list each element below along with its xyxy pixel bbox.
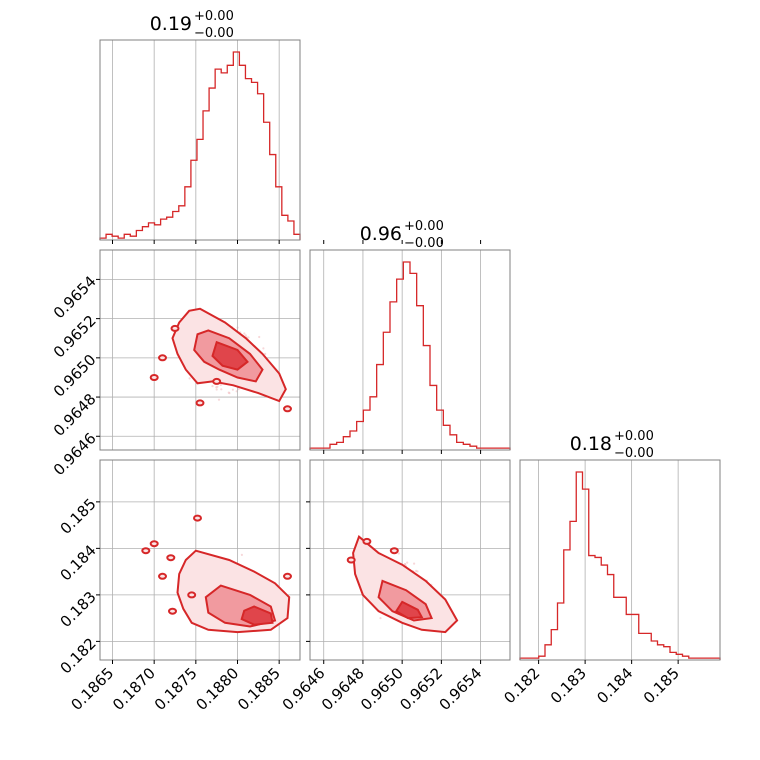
xtick-label-2-0: 0.182 (500, 664, 543, 707)
xtick-label-1-4: 0.9654 (436, 664, 486, 714)
panel-frame-1-1 (309, 249, 511, 451)
title-lower-0: −0.00 (194, 26, 234, 41)
ytick-label-2-3: 0.185 (57, 495, 100, 538)
sample-point-0-34 (258, 335, 261, 339)
xtick-label-2-3: 0.185 (640, 664, 683, 707)
contour-island-0-2 (149, 374, 159, 381)
panel-frame-0-0 (99, 39, 301, 241)
title-0: 0.19 +0.00 −0.00 (150, 9, 234, 41)
contour-island-1-3 (158, 572, 167, 580)
title-value-0: 0.19 (150, 13, 192, 35)
sample-point-0-109 (215, 386, 218, 389)
title-upper-0: +0.00 (194, 9, 234, 24)
title-value-1: 0.96 (360, 223, 402, 245)
sample-point-2-218 (403, 563, 407, 566)
sample-point-0-175 (231, 388, 234, 391)
ytick-label-1-1: 0.9648 (50, 390, 100, 440)
xtick-label-1-1: 0.9648 (318, 664, 368, 714)
contour-island-0-3 (212, 377, 222, 385)
histogram-1 (309, 261, 511, 450)
contour-island-0-0 (158, 354, 167, 362)
sample-point-0-76 (244, 334, 247, 337)
xtick-label-2-2: 0.184 (593, 664, 636, 707)
sample-point-0-113 (220, 388, 223, 391)
ytick-label-2-2: 0.184 (57, 541, 100, 584)
xtick-label-0-1: 0.1870 (109, 664, 159, 714)
contour-island-1-0 (149, 540, 159, 548)
contour-island-1-1 (166, 554, 176, 562)
histogram-2 (519, 471, 721, 660)
sample-point-2-47 (413, 562, 416, 565)
contour-island-0-1 (170, 324, 180, 332)
title-lower-1: −0.00 (404, 236, 444, 251)
xtick-label-0-2: 0.1875 (151, 664, 201, 714)
contour-inner-1 (240, 605, 274, 626)
contour-layer (141, 307, 459, 634)
sample-point-0-91 (247, 336, 250, 339)
contour-island-1-5 (283, 572, 292, 580)
sample-point-0-107 (211, 385, 214, 388)
contour-island-2-1 (389, 547, 399, 555)
contour-island-1-7 (168, 607, 177, 615)
sample-point-0-173 (262, 347, 265, 350)
contour-inner-2 (394, 600, 424, 620)
sample-point-0-119 (227, 391, 230, 394)
contour-island-2-2 (346, 556, 356, 564)
sample-point-0-247 (188, 377, 191, 380)
title-upper-2: +0.00 (614, 429, 654, 444)
ytick-label-1-2: 0.9650 (50, 351, 100, 401)
contour-outer-2 (352, 535, 459, 634)
sample-point-0-26 (217, 398, 221, 401)
ytick-label-1-3: 0.9652 (50, 312, 100, 362)
sample-point-0-18 (264, 352, 267, 355)
title-layer: 0.19 +0.00−0.000.96 +0.00−0.000.18 +0.00−0.… (150, 9, 654, 461)
sample-point-0-95 (219, 383, 222, 387)
contour-island-0-5 (195, 399, 205, 407)
panel-frame-2-1 (309, 459, 511, 661)
contour-island-1-6 (187, 591, 197, 599)
panel-frame-2-2 (519, 459, 721, 661)
xtick-label-0-3: 0.1880 (192, 664, 242, 714)
sample-point-1-71 (240, 553, 243, 557)
contour-island-1-2 (141, 547, 151, 555)
title-1: 0.96 +0.00 −0.00 (360, 219, 444, 251)
xtick-label-1-3: 0.9652 (396, 664, 446, 714)
sample-point-2-210 (415, 569, 418, 573)
sample-point-2-197 (406, 561, 409, 564)
ytick-label-2-0: 0.182 (57, 634, 100, 677)
histogram-0 (99, 51, 301, 240)
contour-island-1-4 (193, 514, 202, 522)
ytick-label-1-0: 0.9646 (50, 429, 100, 479)
sample-point-0-10 (237, 388, 240, 391)
xtick-label-1-2: 0.9650 (357, 664, 407, 714)
histogram-layer (99, 51, 721, 660)
ytick-label-2-1: 0.183 (57, 588, 100, 631)
title-2: 0.18 +0.00 −0.00 (570, 429, 654, 461)
xtick-label-2-1: 0.183 (547, 664, 590, 707)
contour-island-0-4 (283, 405, 292, 413)
sample-point-0-32 (243, 332, 246, 335)
contour-island-2-0 (362, 537, 372, 545)
title-upper-1: +0.00 (404, 219, 444, 234)
tick-layer: 0.18650.18700.18750.18800.18850.96460.96… (50, 240, 683, 714)
ytick-label-1-4: 0.9654 (50, 272, 100, 322)
xtick-label-0-4: 0.1885 (234, 664, 284, 714)
sample-point-2-30 (379, 617, 382, 620)
panel-frame-2-0 (99, 459, 301, 661)
title-lower-2: −0.00 (614, 446, 654, 461)
sample-point-2-140 (397, 552, 400, 555)
sample-point-0-97 (215, 388, 218, 391)
xtick-label-1-0: 0.9646 (279, 664, 329, 714)
panel-frame-1-0 (99, 249, 301, 451)
title-value-2: 0.18 (570, 433, 612, 455)
frame-layer (99, 39, 721, 661)
contour-inner-0 (211, 340, 249, 371)
